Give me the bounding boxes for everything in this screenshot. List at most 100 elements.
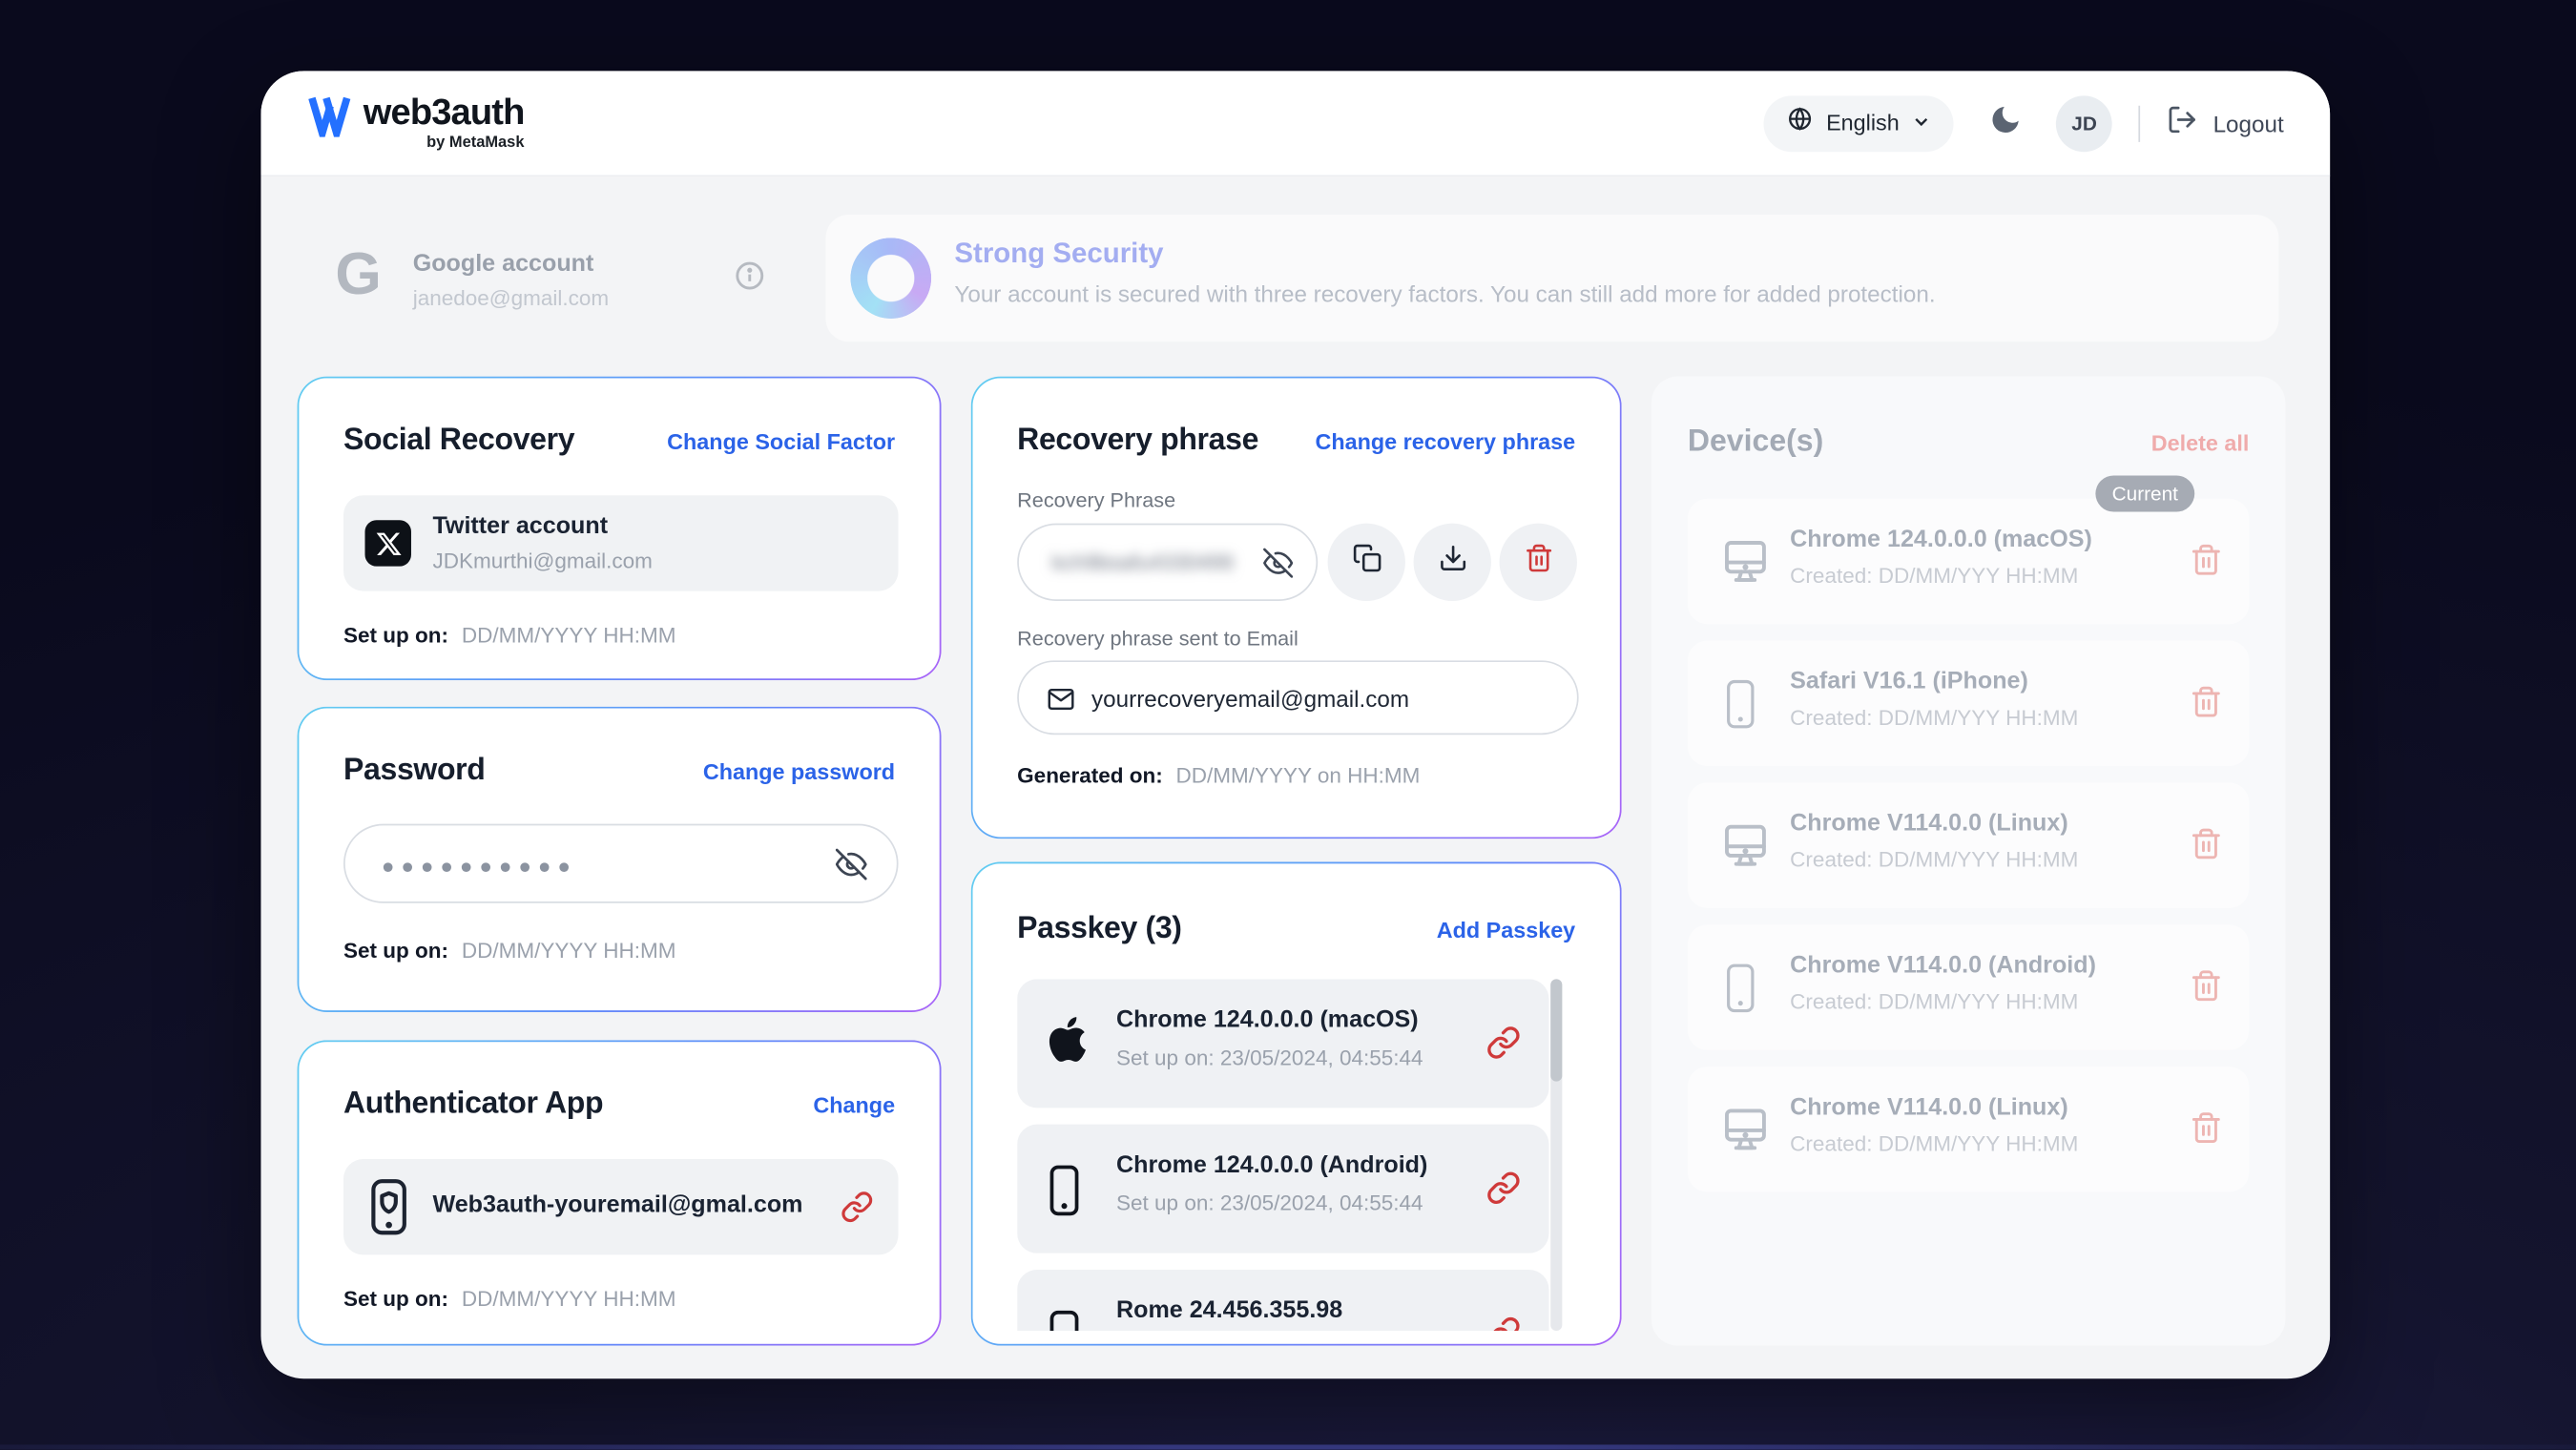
scrollbar-thumb[interactable] — [1550, 979, 1563, 1082]
twitter-account-email: JDKmurthi@gmail.com — [432, 548, 653, 573]
info-icon[interactable] — [733, 259, 766, 300]
password-title: Password — [343, 751, 486, 786]
change-authenticator-link[interactable]: Change — [813, 1092, 896, 1118]
device-created: Created: DD/MM/YYY HH:MM — [1790, 705, 2079, 731]
recovery-email-value: yourrecoveryemail@gmail.com — [1091, 685, 1410, 712]
unlink-icon[interactable] — [841, 1191, 874, 1232]
user-avatar[interactable]: JD — [2056, 94, 2112, 152]
trash-icon[interactable] — [2190, 827, 2223, 868]
logout-icon — [2167, 103, 2198, 143]
main-panel: web3auth by MetaMask English — [260, 71, 2331, 1379]
passkey-name: Rome 24.456.355.98 — [1116, 1297, 1343, 1325]
generated-value: DD/MM/YYYY on HH:MM — [1175, 762, 1421, 788]
device-item: Chrome V114.0.0 (Android) Created: DD/MM… — [1687, 924, 2250, 1050]
trash-icon[interactable] — [2190, 969, 2223, 1010]
add-passkey-link[interactable]: Add Passkey — [1436, 918, 1576, 943]
logout-button[interactable]: Logout — [2167, 103, 2284, 143]
trash-icon — [1524, 543, 1553, 581]
passkey-list: Chrome 124.0.0.0 (macOS) Set up on: 23/0… — [1017, 979, 1578, 1332]
google-account-title: Google account — [412, 251, 594, 278]
social-setup-row: Set up on: DD/MM/YYYY HH:MM — [343, 623, 675, 648]
eye-off-icon[interactable] — [1263, 548, 1294, 587]
setup-value: DD/MM/YYYY HH:MM — [461, 622, 676, 648]
password-card: Password Change password ●●●●●●●●●● Set … — [298, 707, 942, 1012]
desktop-icon — [1720, 537, 1770, 595]
change-password-link[interactable]: Change password — [702, 759, 896, 785]
device-created: Created: DD/MM/YYY HH:MM — [1790, 846, 2079, 872]
setup-label: Set up on: — [343, 938, 448, 963]
password-masked-value: ●●●●●●●●●● — [381, 853, 577, 879]
password-setup-row: Set up on: DD/MM/YYYY HH:MM — [343, 938, 675, 963]
apple-icon — [1046, 1014, 1091, 1073]
smartphone-icon — [1046, 1310, 1084, 1332]
devices-panel: Device(s) Delete all Current Chrome 124.… — [1651, 376, 2286, 1346]
recovery-phrase-masked: kch9bsafu4330499j... — [1051, 549, 1234, 575]
link-icon[interactable] — [1486, 1315, 1521, 1332]
recovery-email-label: Recovery phrase sent to Email — [1017, 627, 1298, 651]
authenticator-tile: Web3auth-youremail@gmal.com — [343, 1159, 899, 1255]
security-status-banner: Strong Security Your account is secured … — [825, 215, 2279, 342]
generated-label: Generated on: — [1017, 762, 1163, 788]
desktop-icon — [1720, 1105, 1770, 1163]
language-selector[interactable]: English — [1763, 94, 1954, 152]
dark-mode-toggle[interactable] — [1981, 98, 2030, 148]
change-recovery-phrase-link[interactable]: Change recovery phrase — [1315, 429, 1576, 454]
trash-icon[interactable] — [2190, 1111, 2223, 1152]
passkey-item: Chrome 124.0.0.0 (Android) Set up on: 23… — [1017, 1124, 1549, 1253]
passkey-title: Passkey (3) — [1017, 909, 1182, 945]
web3auth-logo-icon — [307, 94, 352, 147]
trash-icon[interactable] — [2190, 685, 2223, 726]
mail-icon — [1047, 685, 1074, 721]
moon-icon — [1987, 101, 2022, 144]
devices-title: Device(s) — [1687, 423, 1824, 458]
brand-subtitle: by MetaMask — [426, 134, 525, 153]
smartphone-icon — [1720, 678, 1760, 737]
recovery-phrase-card: Recovery phrase Change recovery phrase R… — [971, 377, 1622, 839]
device-item: Chrome V114.0.0 (Linux) Created: DD/MM/Y… — [1687, 782, 2250, 908]
social-recovery-title: Social Recovery — [343, 421, 575, 456]
device-created: Created: DD/MM/YYY HH:MM — [1790, 563, 2079, 589]
recovery-phrase-label: Recovery Phrase — [1017, 488, 1176, 512]
device-name: Chrome V114.0.0 (Android) — [1790, 952, 2096, 980]
brand-name: web3auth — [363, 91, 526, 133]
web3auth-logo: web3auth by MetaMask — [307, 91, 526, 153]
smartphone-icon — [1720, 963, 1760, 1022]
passkey-name: Chrome 124.0.0.0 (macOS) — [1116, 1006, 1419, 1034]
desktop-icon — [1720, 820, 1770, 879]
current-device-badge: Current — [2095, 475, 2195, 512]
link-icon[interactable] — [1486, 1170, 1521, 1213]
device-name: Safari V16.1 (iPhone) — [1790, 668, 2028, 695]
link-icon[interactable] — [1486, 1025, 1521, 1068]
setup-value: DD/MM/YYYY HH:MM — [461, 1286, 676, 1312]
twitter-account-name: Twitter account — [432, 513, 609, 540]
download-phrase-button[interactable] — [1413, 523, 1491, 602]
top-header: web3auth by MetaMask English — [260, 71, 2331, 177]
device-item: Chrome 124.0.0.0 (macOS) Created: DD/MM/… — [1687, 498, 2250, 625]
download-icon — [1438, 543, 1467, 581]
delete-phrase-button[interactable] — [1499, 523, 1577, 602]
twitter-account-tile: Twitter account JDKmurthi@gmail.com — [343, 495, 899, 591]
device-item: Safari V16.1 (iPhone) Created: DD/MM/YYY… — [1687, 640, 2250, 767]
eye-off-icon[interactable] — [835, 848, 867, 889]
authenticator-card: Authenticator App Change Web3auth-yourem… — [298, 1040, 942, 1345]
passkey-card: Passkey (3) Add Passkey Chrome 124.0.0.0… — [971, 861, 1622, 1345]
password-field[interactable]: ●●●●●●●●●● — [343, 823, 899, 903]
recovery-phrase-input[interactable]: kch9bsafu4330499j... — [1017, 523, 1319, 602]
security-status-title: Strong Security — [954, 238, 1164, 270]
copy-phrase-button[interactable] — [1327, 523, 1405, 602]
logout-label: Logout — [2212, 110, 2284, 136]
setup-label: Set up on: — [343, 1286, 448, 1312]
device-name: Chrome V114.0.0 (Linux) — [1790, 810, 2068, 838]
recovery-email-input[interactable]: yourrecoveryemail@gmail.com — [1017, 660, 1579, 735]
authenticator-phone-icon — [368, 1177, 409, 1245]
smartphone-icon — [1046, 1164, 1084, 1225]
device-name: Chrome V114.0.0 (Linux) — [1790, 1094, 2068, 1122]
passkey-setup: Set up on: 23/05/2024, 04:55:44 — [1116, 1045, 1423, 1070]
passkey-name: Chrome 124.0.0.0 (Android) — [1116, 1152, 1428, 1179]
social-recovery-card: Social Recovery Change Social Factor Twi… — [298, 377, 942, 680]
delete-all-link[interactable]: Delete all — [2150, 430, 2250, 456]
trash-icon[interactable] — [2190, 543, 2223, 584]
change-social-factor-link[interactable]: Change Social Factor — [667, 429, 896, 454]
bottom-accent-strip — [0, 1444, 2576, 1450]
generated-row: Generated on: DD/MM/YYYY on HH:MM — [1017, 763, 1420, 788]
